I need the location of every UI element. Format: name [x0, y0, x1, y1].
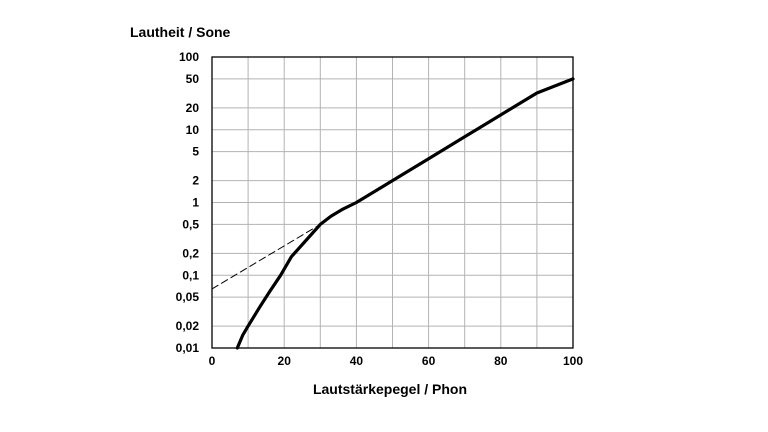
y-tick-label: 5	[192, 145, 199, 159]
x-tick-label: 80	[494, 354, 508, 368]
y-tick-label: 0,2	[182, 246, 199, 260]
x-tick-label: 100	[563, 354, 583, 368]
x-axis-label: Lautstärkepegel / Phon	[312, 381, 468, 397]
y-tick-label: 0,1	[182, 268, 199, 282]
x-tick-label: 20	[278, 354, 292, 368]
y-axis-label: Lautheit / Sone	[130, 24, 231, 40]
y-tick-label: 0,02	[176, 319, 200, 333]
y-tick-label: 0,5	[182, 217, 199, 231]
x-tick-label: 0	[209, 354, 216, 368]
series-line-dashed	[211, 223, 321, 290]
y-tick-label: 50	[186, 72, 200, 86]
y-tick-label: 10	[186, 123, 200, 137]
x-tick-label: 60	[422, 354, 436, 368]
y-tick-label: 0,01	[176, 341, 200, 355]
plot-frame	[211, 56, 574, 349]
y-tick-label: 1	[192, 196, 199, 210]
tick-labels: 0,01 0,02 0,05 0,1 0,2 0,5 1 2 5 10 20 50 100 0 20 40 60…	[176, 50, 584, 368]
y-tick-label: 0,05	[176, 290, 200, 304]
series	[211, 77, 575, 350]
y-tick-label: 2	[192, 174, 199, 188]
grid	[211, 56, 574, 349]
y-tick-label: 20	[186, 101, 200, 115]
x-tick-label: 40	[350, 354, 364, 368]
series-line-solid	[235, 77, 575, 350]
y-tick-label: 100	[179, 50, 199, 64]
